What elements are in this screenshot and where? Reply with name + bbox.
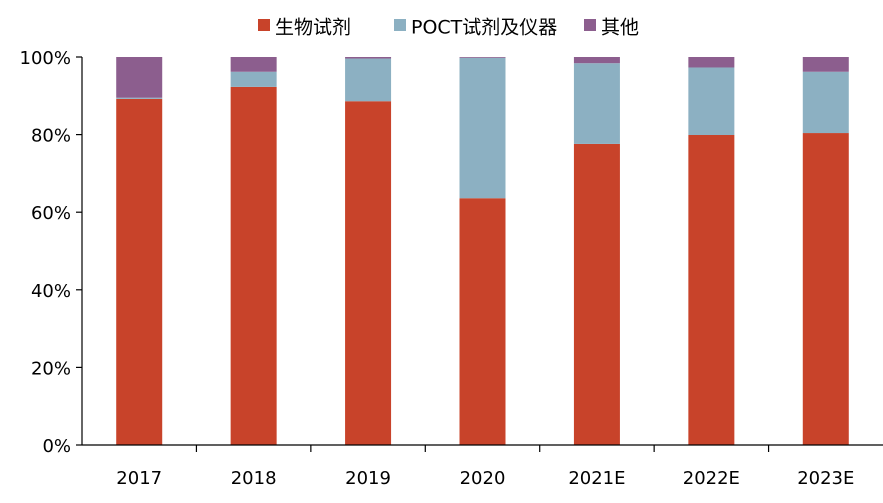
legend-swatch-series-0 (258, 19, 270, 31)
y-tick-label: 20% (31, 358, 71, 379)
y-tick-label: 60% (31, 203, 71, 224)
y-tick-label: 0% (42, 436, 71, 457)
bar-2022e-series-0 (688, 134, 735, 445)
bar-2019-poct (345, 58, 392, 102)
x-axis-ticks: 2017 2018 2019 2020 2021E 2022E 2023E (116, 468, 854, 489)
legend-swatch-poct (394, 19, 406, 31)
x-tick-label: 2018 (231, 468, 277, 489)
x-tick-label: 2021E (568, 468, 625, 489)
bar-2022e-poct (688, 67, 735, 135)
x-tick-label: 2020 (460, 468, 506, 489)
bar-2023e-poct (802, 71, 849, 134)
bar-2018-series-0 (230, 86, 277, 445)
legend: 生物试剂 POCT试剂及仪器 其他 (258, 17, 639, 39)
legend-label-series-0: 生物试剂 (275, 17, 351, 39)
x-tick-label: 2022E (683, 468, 740, 489)
bar-2023e-series-2 (802, 57, 849, 72)
bar-2020-poct (459, 57, 506, 199)
bar-2021e-poct (573, 63, 620, 144)
y-tick-label: 80% (31, 126, 71, 147)
bar-2023e-series-0 (802, 133, 849, 445)
bar-2018-series-2 (230, 57, 277, 72)
axes (76, 56, 883, 452)
bars (116, 57, 849, 446)
x-tick-label: 2023E (797, 468, 854, 489)
bar-2019-series-0 (345, 101, 392, 446)
bar-2017-series-0 (116, 98, 163, 446)
y-axis-ticks: 0% 20% 40% 60% 80% 100% (20, 48, 71, 457)
bar-2017-poct (116, 97, 163, 99)
y-tick-label: 100% (20, 48, 71, 69)
legend-label-poct: POCT试剂及仪器 (411, 17, 557, 39)
bar-2020-series-0 (459, 198, 506, 445)
bar-2017-series-2 (116, 57, 163, 98)
legend-swatch-series-2 (584, 19, 596, 31)
bar-2020-series-2 (459, 57, 506, 58)
bar-2021e-series-2 (573, 57, 620, 64)
bar-2021e-series-0 (573, 143, 620, 446)
y-tick-label: 40% (31, 281, 71, 302)
bar-2019-series-2 (345, 57, 392, 59)
x-tick-label: 2019 (345, 468, 391, 489)
x-tick-label: 2017 (116, 468, 162, 489)
bar-2022e-series-2 (688, 57, 735, 68)
legend-label-series-2: 其他 (601, 17, 639, 39)
bar-2018-poct (230, 71, 277, 87)
